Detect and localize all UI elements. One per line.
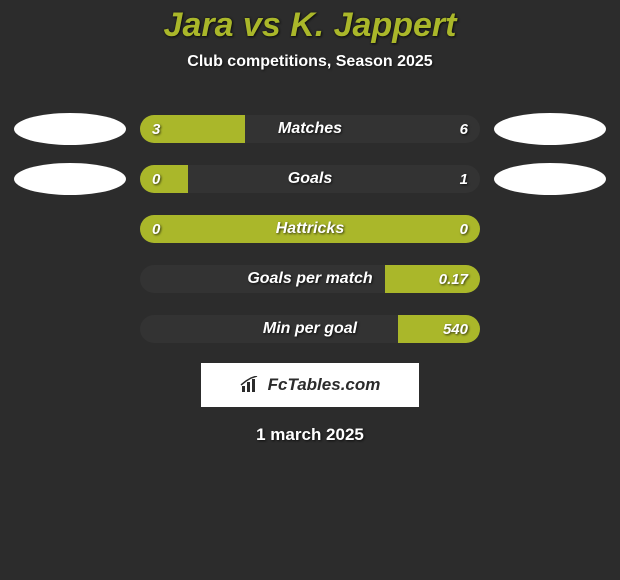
stat-row: Matches3 6 bbox=[0, 113, 620, 145]
spacer bbox=[14, 263, 126, 295]
stat-bar: Matches3 6 bbox=[140, 115, 480, 143]
stat-bar: Hattricks0 0 bbox=[140, 215, 480, 243]
subtitle: Club competitions, Season 2025 bbox=[0, 53, 620, 71]
date-label: 1 march 2025 bbox=[0, 425, 620, 445]
stat-label: Min per goal bbox=[140, 315, 480, 343]
stat-value-right: 6 bbox=[460, 115, 468, 143]
stat-row: Min per goal540 bbox=[0, 313, 620, 345]
stat-bar: Min per goal540 bbox=[140, 315, 480, 343]
stat-label: Hattricks bbox=[140, 215, 480, 243]
stat-label: Goals per match bbox=[140, 265, 480, 293]
spacer bbox=[494, 213, 606, 245]
stat-value-right: 540 bbox=[443, 315, 468, 343]
stat-row: Goals per match0.17 bbox=[0, 263, 620, 295]
stat-bar: Goals per match0.17 bbox=[140, 265, 480, 293]
spacer bbox=[494, 263, 606, 295]
page-title: Jara vs K. Jappert bbox=[0, 0, 620, 45]
stat-value-right: 1 bbox=[460, 165, 468, 193]
player-left-badge bbox=[14, 163, 126, 195]
stat-rows: Matches36Goals01Hattricks00Goals per mat… bbox=[0, 113, 620, 345]
brand-badge: FcTables.com bbox=[201, 363, 419, 407]
stat-label: Goals bbox=[140, 165, 480, 193]
player-right-badge bbox=[494, 113, 606, 145]
player-left-badge bbox=[14, 113, 126, 145]
stat-row: Hattricks0 0 bbox=[0, 213, 620, 245]
stat-value-right: 0 bbox=[460, 215, 468, 243]
comparison-card: Jara vs K. Jappert Club competitions, Se… bbox=[0, 0, 620, 580]
stat-value-left: 0 bbox=[152, 215, 160, 243]
brand-text: FcTables.com bbox=[268, 375, 381, 395]
spacer bbox=[494, 313, 606, 345]
stat-value-left: 3 bbox=[152, 115, 160, 143]
player-right-badge bbox=[494, 163, 606, 195]
stat-value-right: 0.17 bbox=[439, 265, 468, 293]
stat-bar: Goals0 1 bbox=[140, 165, 480, 193]
spacer bbox=[14, 213, 126, 245]
chart-icon bbox=[240, 376, 262, 394]
stat-label: Matches bbox=[140, 115, 480, 143]
spacer bbox=[14, 313, 126, 345]
stat-value-left: 0 bbox=[152, 165, 160, 193]
stat-row: Goals0 1 bbox=[0, 163, 620, 195]
